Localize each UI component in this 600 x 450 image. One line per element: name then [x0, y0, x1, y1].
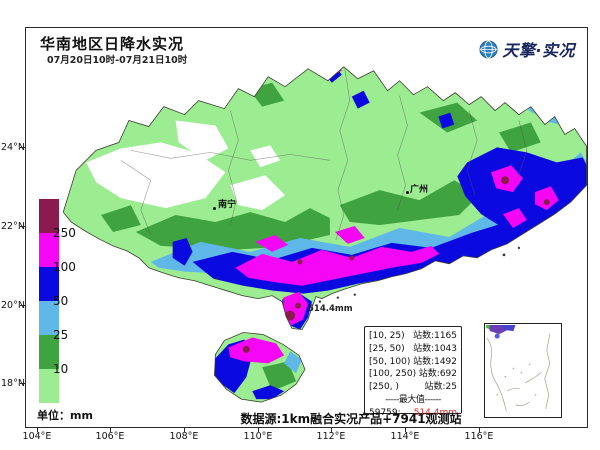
precip-colorbar: [39, 199, 59, 403]
inset-map-canvas: [486, 325, 551, 412]
legend-unit-label: 单位：mm: [37, 409, 93, 422]
lon-tick: [184, 428, 185, 432]
lat-label-22n: 22°N: [1, 221, 25, 232]
legend-swatch-100-250: [39, 233, 59, 267]
precipitation-map-canvas: [62, 66, 587, 403]
legend-swatch-10-25: [39, 335, 59, 369]
lon-label-108e: 108°E: [169, 431, 199, 442]
legend-label-100: 100: [53, 260, 76, 274]
page-title: 华南地区日降水实况: [40, 35, 185, 53]
stats-count: 站数:25: [424, 382, 458, 393]
lon-tick: [405, 428, 406, 432]
stats-row: [100, 250) 站数:692: [369, 368, 457, 381]
stats-max-divider: -----最大值------: [385, 394, 441, 405]
stats-count: 站数:1043: [413, 343, 457, 354]
legend-swatch-25-50: [39, 301, 59, 335]
lat-tick: [20, 305, 25, 306]
city-label-nanning: 南宁: [218, 200, 237, 210]
stats-range: [100, 250): [369, 369, 417, 380]
stats-row: [25, 50) 站数:1043: [369, 343, 457, 356]
legend-swatch-under-10: [39, 369, 59, 403]
lon-label-106e: 106°E: [95, 431, 125, 442]
lat-tick: [20, 226, 25, 227]
lon-label-116e: 116°E: [464, 431, 494, 442]
stats-range: [250, ): [369, 382, 399, 393]
lon-label-112e: 112°E: [316, 431, 346, 442]
legend-label-10: 10: [53, 362, 69, 376]
legend-label-25: 25: [53, 328, 69, 342]
stats-range: [50, 100): [369, 356, 411, 367]
data-source-caption: 数据源:1km融合实况产品+7941观测站: [240, 412, 462, 426]
lon-tick: [37, 428, 38, 432]
legend-label-50: 50: [53, 294, 69, 308]
stats-count: 站数:1165: [413, 331, 457, 341]
lon-label-110e: 110°E: [243, 431, 273, 442]
stats-range: [25, 50): [369, 343, 405, 354]
stats-max-station-id: 59759:: [369, 407, 401, 418]
legend-label-250: 250: [53, 226, 76, 240]
stats-row: [10, 25) 站数:1165: [369, 330, 457, 343]
stats-count: 站数:1492: [413, 356, 457, 367]
lat-tick: [20, 147, 25, 148]
south-china-sea-inset-map: [484, 323, 562, 418]
brand-name: 天擎·实况: [502, 41, 575, 60]
stats-count: 站数:692: [418, 369, 457, 380]
brand-logo: 天擎·实况: [479, 37, 575, 61]
stats-range: [10, 25): [369, 331, 405, 341]
stats-max-value: 514.4mm: [413, 407, 457, 418]
map-frame: 华南地区日降水实况 07月20日10时-07月21日10时 天擎·实况 250 …: [25, 27, 588, 428]
lon-tick: [331, 428, 332, 432]
lat-label-18n: 18°N: [1, 378, 25, 389]
lat-label-24n: 24°N: [1, 142, 25, 153]
stats-max-row: 59759: 514.4mm: [369, 407, 457, 420]
station-stats-box: [10, 25) 站数:1165 [25, 50) 站数:1043 [50, 1…: [364, 326, 462, 418]
lat-label-20n: 20°N: [1, 300, 25, 311]
stats-row: [50, 100) 站数:1492: [369, 356, 457, 369]
lon-tick: [258, 428, 259, 432]
stats-row: [250, ) 站数:25: [369, 381, 457, 394]
legend-swatch-250plus: [39, 199, 59, 233]
city-label-guangzhou: 广州: [410, 185, 429, 195]
city-marker-nanning: [213, 207, 216, 210]
globe-icon: [479, 39, 498, 59]
city-marker-guangzhou: [406, 191, 409, 194]
time-range-subtitle: 07月20日10时-07月21日10时: [47, 55, 188, 66]
lon-tick: [479, 428, 480, 432]
max-precip-annotation: 514.4mm: [308, 304, 353, 314]
legend-swatch-50-100: [39, 267, 59, 301]
lon-label-104e: 104°E: [22, 431, 52, 442]
lon-label-114e: 114°E: [390, 431, 420, 442]
lon-tick: [110, 428, 111, 432]
lat-tick: [20, 383, 25, 384]
